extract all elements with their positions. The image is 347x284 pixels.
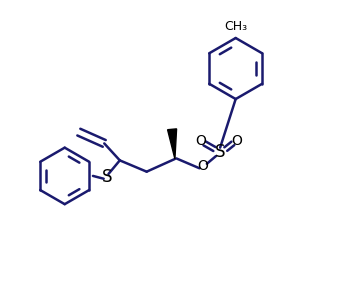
Text: S: S bbox=[215, 143, 226, 161]
Text: CH₃: CH₃ bbox=[224, 20, 247, 33]
Text: O: O bbox=[195, 133, 206, 148]
Text: S: S bbox=[102, 168, 112, 186]
Text: O: O bbox=[198, 159, 209, 173]
Polygon shape bbox=[168, 129, 177, 159]
Text: O: O bbox=[232, 133, 243, 148]
